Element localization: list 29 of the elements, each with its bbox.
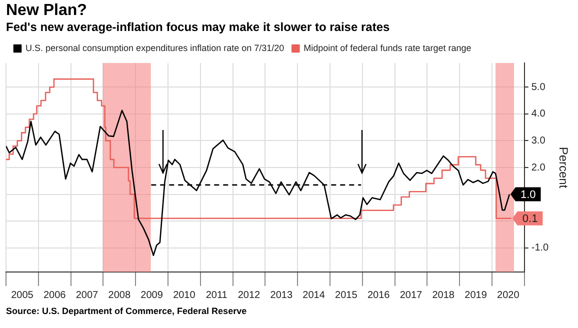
x-tick-label: 2020 — [497, 290, 520, 301]
data-label: 0.1 — [522, 212, 538, 225]
x-tick-label: 2018 — [432, 290, 455, 301]
x-tick-label: 2012 — [238, 290, 261, 301]
y-tick-label: -1.0 — [531, 242, 550, 254]
y-tick-label: 4.0 — [531, 108, 546, 120]
x-tick-label: 2016 — [367, 290, 390, 301]
chart-subtitle: Fed's new average-inflation focus may make it slower to raise rates — [6, 20, 390, 34]
y-tick-label: 2.0 — [531, 162, 546, 174]
x-tick-label: 2011 — [206, 290, 228, 301]
x-tick-label: 2015 — [335, 290, 358, 301]
data-label: 1.0 — [520, 188, 536, 201]
legend-label: Midpoint of federal funds rate target range — [304, 42, 472, 53]
x-tick-label: 2017 — [400, 290, 423, 301]
y-tick-label: 5.0 — [531, 82, 546, 93]
x-tick-label: 2005 — [11, 290, 34, 301]
source-note: Source: U.S. Department of Commerce, Federal Reserve — [6, 306, 247, 316]
x-tick-label: 2010 — [173, 290, 196, 301]
x-tick-label: 2019 — [464, 290, 488, 301]
legend-label: U.S. personal consumption expenditures inflation rate on 7/31/20 — [26, 42, 284, 53]
x-tick-label: 2009 — [140, 290, 164, 301]
x-tick-label: 2013 — [270, 290, 293, 301]
y-axis-title: Percent — [556, 146, 570, 189]
x-tick-label: 2008 — [108, 290, 131, 301]
x-tick-label: 2007 — [76, 290, 99, 301]
x-tick-label: 2006 — [43, 290, 66, 301]
chart-title: New Plan? — [6, 2, 87, 20]
x-tick-label: 2014 — [302, 290, 326, 301]
y-tick-label: 3.0 — [531, 135, 546, 146]
